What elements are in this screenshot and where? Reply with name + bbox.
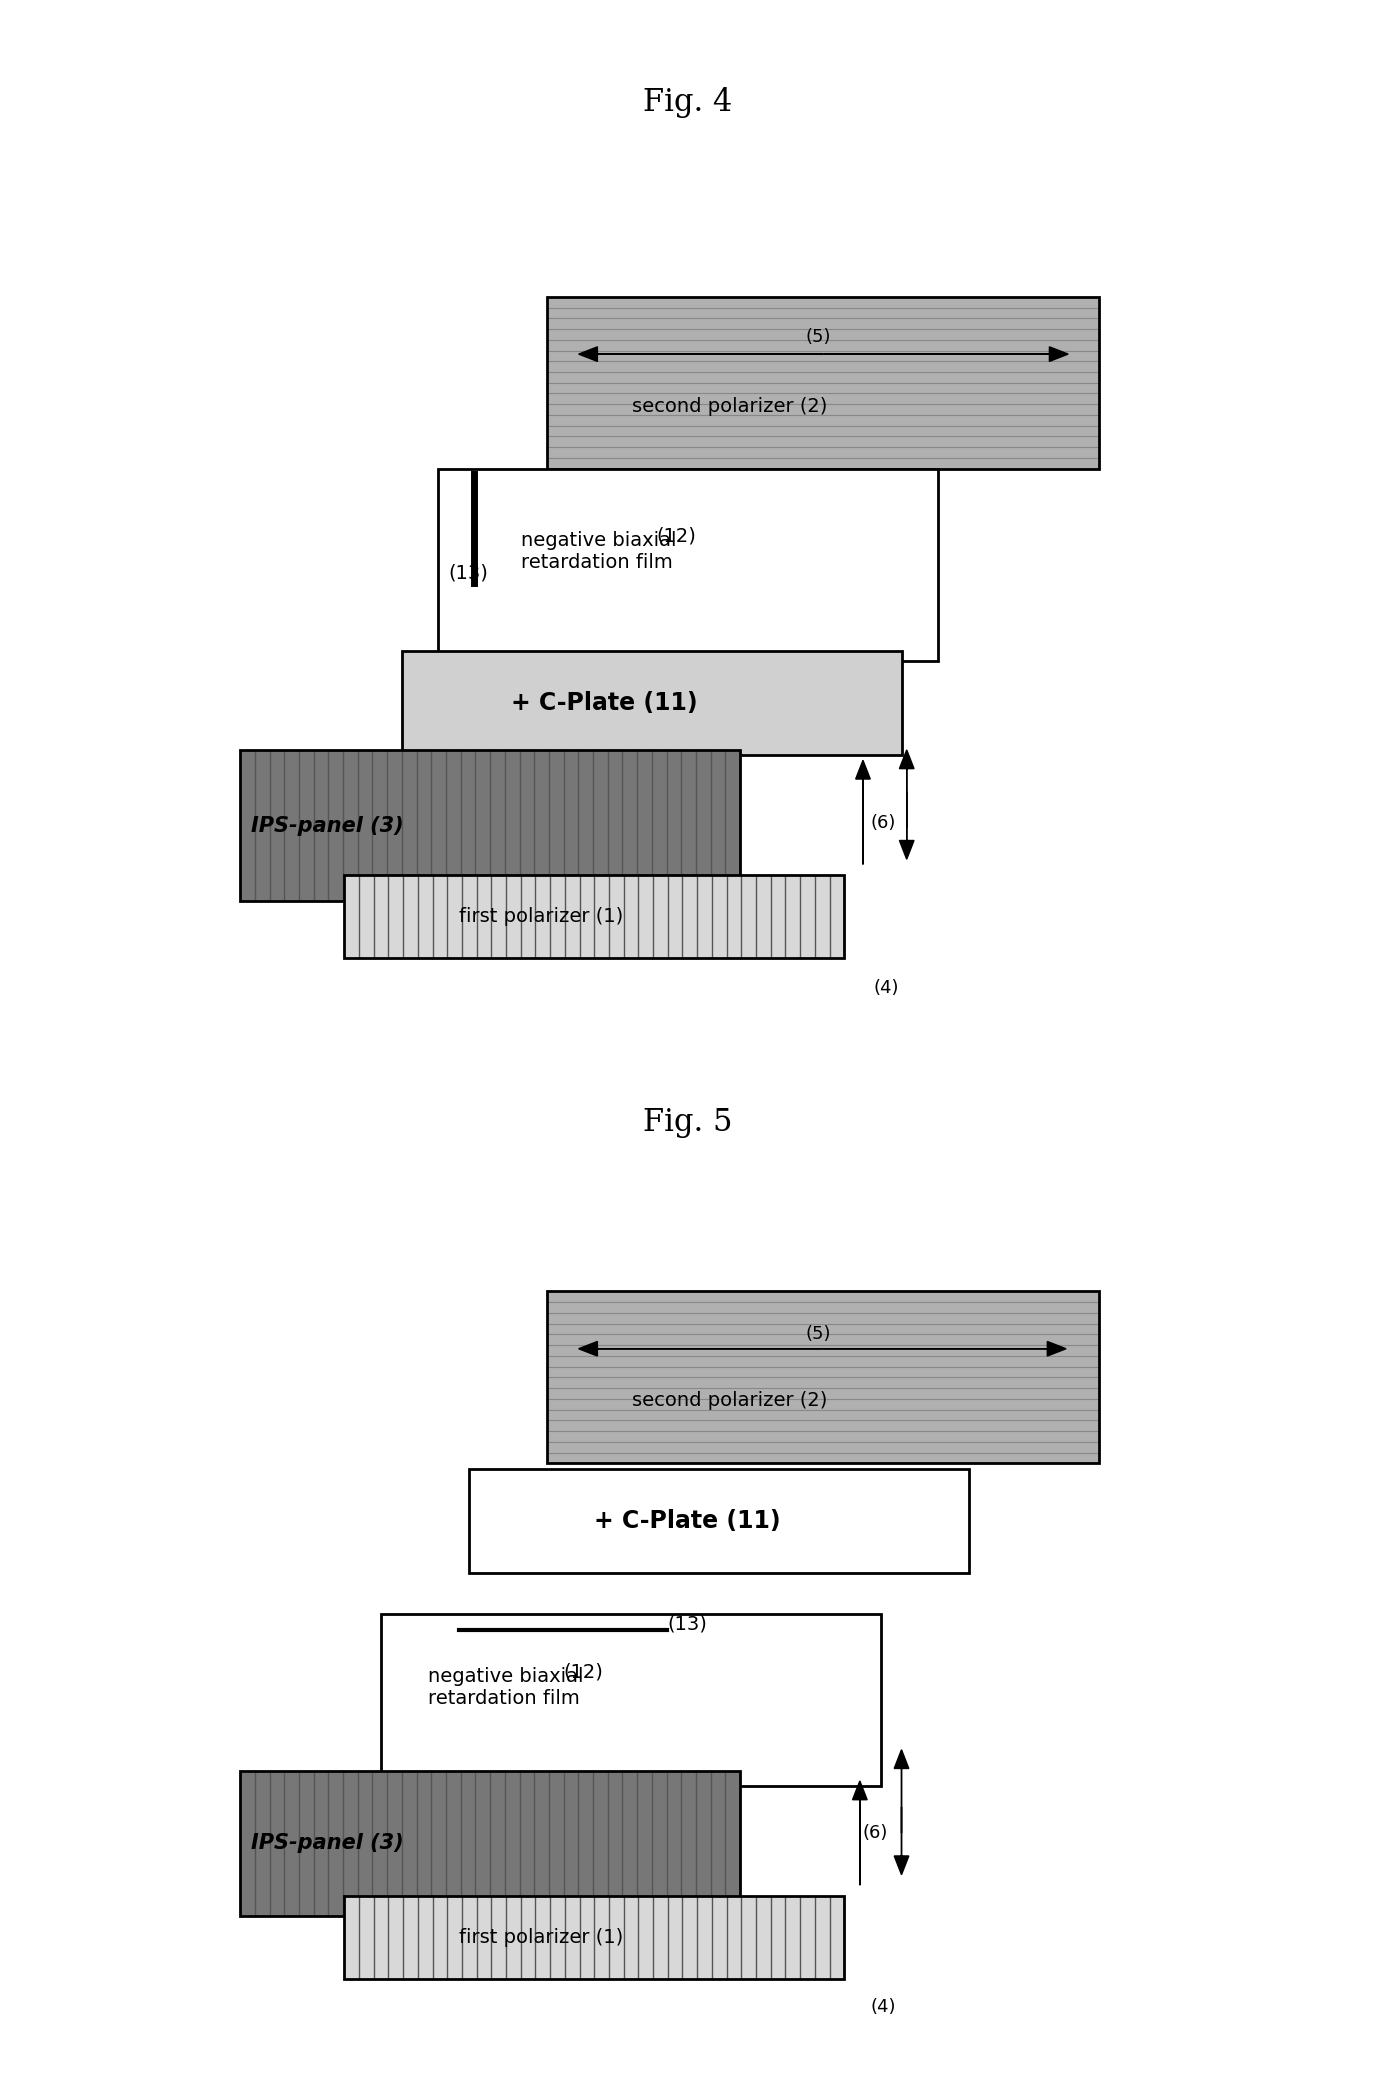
Bar	[241, 1771, 740, 1916]
Text: IPS-panel (3): IPS-panel (3)	[250, 817, 403, 835]
Text: (5): (5)	[805, 329, 831, 346]
Text: first polarizer (1): first polarizer (1)	[458, 906, 623, 927]
Bar	[344, 1896, 845, 1979]
FancyArrow shape	[900, 750, 914, 829]
FancyArrow shape	[823, 348, 1068, 362]
Bar	[381, 1614, 881, 1787]
Text: (4): (4)	[870, 1998, 896, 2016]
Text: (5): (5)	[805, 1325, 831, 1344]
Bar	[548, 1291, 1099, 1464]
Text: + C-Plate (11): + C-Plate (11)	[510, 692, 698, 714]
Text: (4): (4)	[874, 979, 899, 998]
FancyArrow shape	[894, 1750, 908, 1833]
Text: (6): (6)	[870, 814, 896, 831]
Bar	[402, 650, 901, 756]
Text: second polarizer (2): second polarizer (2)	[632, 1391, 827, 1410]
FancyArrow shape	[823, 1341, 1066, 1356]
Bar	[469, 1469, 969, 1573]
FancyArrow shape	[900, 792, 914, 860]
Text: negative biaxial
retardation film: negative biaxial retardation film	[522, 531, 677, 573]
FancyArrow shape	[894, 1808, 908, 1875]
Bar	[548, 1291, 1099, 1464]
Text: negative biaxial
retardation film: negative biaxial retardation film	[428, 1666, 583, 1708]
Bar	[241, 750, 740, 900]
Text: + C-Plate (11): + C-Plate (11)	[594, 1508, 782, 1533]
Text: IPS-panel (3): IPS-panel (3)	[250, 1833, 403, 1854]
Text: (13): (13)	[449, 562, 488, 583]
Text: first polarizer (1): first polarizer (1)	[458, 1927, 623, 1948]
Text: Fig. 4: Fig. 4	[644, 87, 732, 117]
FancyArrow shape	[579, 1341, 823, 1356]
FancyArrow shape	[579, 348, 823, 362]
Bar	[344, 875, 845, 958]
Bar	[438, 469, 938, 662]
Bar	[469, 1469, 969, 1573]
Bar	[241, 1771, 740, 1916]
Bar	[381, 1614, 881, 1787]
Bar	[344, 875, 845, 958]
Text: Fig. 5: Fig. 5	[643, 1108, 733, 1137]
Text: (12): (12)	[563, 1662, 603, 1681]
Bar	[344, 1896, 845, 1979]
Text: (13): (13)	[667, 1614, 707, 1633]
Bar	[548, 298, 1099, 469]
Text: (12): (12)	[656, 527, 696, 546]
Text: (6): (6)	[863, 1825, 889, 1841]
Bar	[548, 298, 1099, 469]
FancyArrow shape	[853, 1781, 867, 1885]
Bar	[241, 750, 740, 900]
Text: second polarizer (2): second polarizer (2)	[632, 396, 827, 417]
FancyArrow shape	[856, 760, 870, 864]
Bar	[438, 469, 938, 662]
Bar	[402, 650, 901, 756]
